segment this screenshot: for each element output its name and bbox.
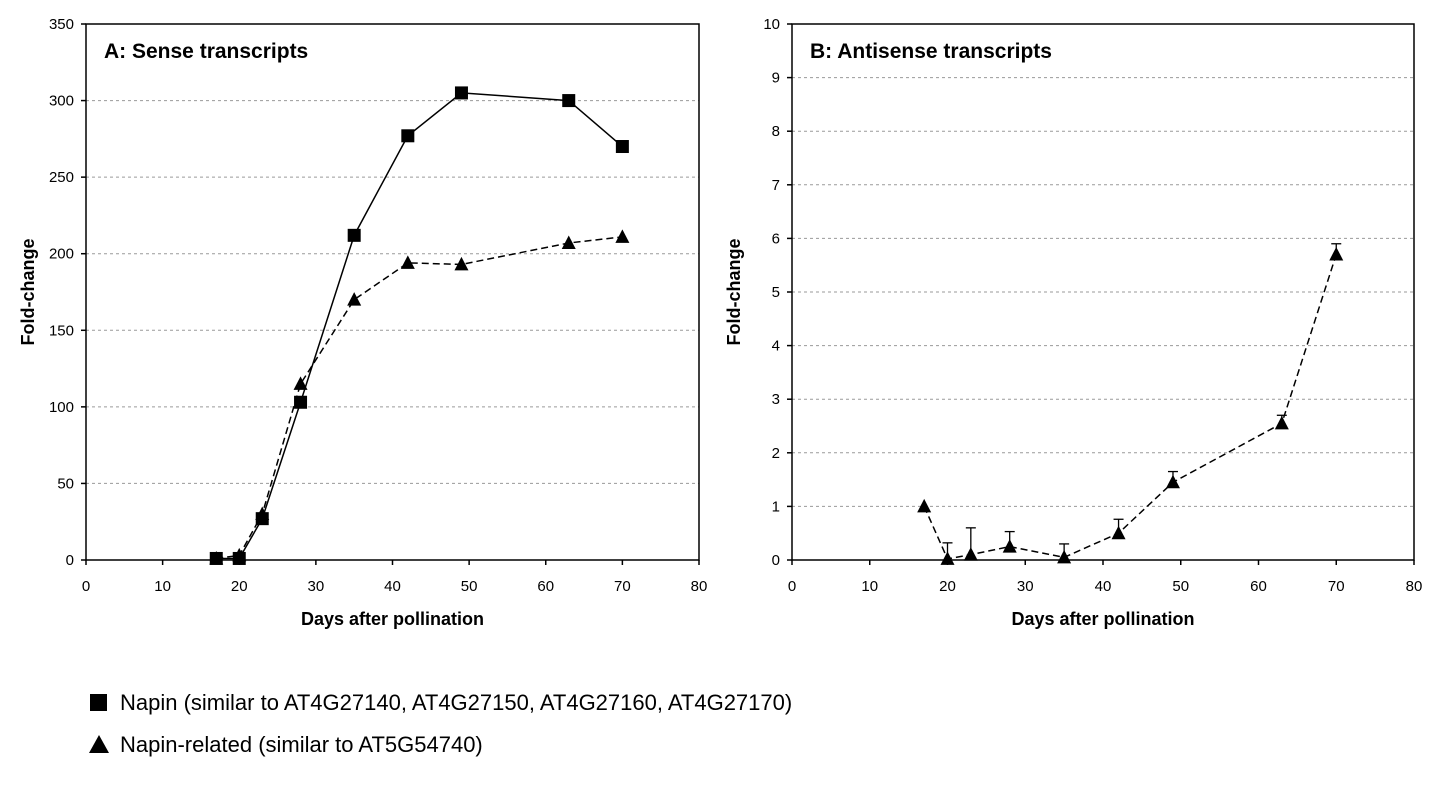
data-point-triangle: [1111, 525, 1126, 540]
data-point-triangle: [1165, 474, 1180, 489]
data-point-triangle: [1329, 246, 1344, 261]
data-point-square: [347, 228, 361, 242]
data-point-triangle: [232, 547, 247, 562]
y-tick-label: 200: [49, 246, 74, 263]
legend-item-napin-related: Napin-related (similar to AT5G54740): [88, 730, 792, 760]
series-triangle: [209, 229, 630, 565]
series-line: [216, 92, 623, 560]
chart-panel-a: 0 50 100 150 200 250 300 350 0 10 20 30 40 50 60 70 80 Da…: [18, 16, 707, 629]
panel-title: A: Sense transcripts: [104, 40, 308, 63]
x-tick-label: 60: [1250, 578, 1267, 595]
x-tick-label: 10: [861, 578, 878, 595]
y-tick-label: 5: [772, 284, 780, 301]
x-tick-label: 60: [537, 578, 554, 595]
legend: Napin (similar to AT4G27140, AT4G27150, …: [88, 688, 792, 760]
x-tick-label: 40: [1095, 578, 1112, 595]
y-tick-label: 50: [57, 475, 74, 492]
data-point-square: [615, 140, 629, 154]
data-point-triangle: [963, 547, 978, 561]
data-point-triangle: [615, 229, 630, 243]
x-tick-label: 20: [939, 578, 956, 595]
data-point-triangle: [561, 235, 576, 249]
data-point-triangle: [347, 292, 362, 306]
data-point-square: [562, 94, 576, 108]
x-tick-label: 0: [788, 578, 796, 595]
y-tick-label: 3: [772, 391, 780, 408]
data-point-triangle: [454, 256, 469, 271]
data-point-square: [294, 395, 308, 409]
y-tick-label: 4: [772, 338, 780, 355]
square-marker-icon: [88, 692, 110, 714]
y-tick-label: 10: [763, 16, 780, 33]
triangle-marker-icon: [88, 734, 110, 756]
series-line: [923, 254, 1337, 560]
panel-title: B: Antisense transcripts: [810, 40, 1052, 63]
series-triangle: [917, 243, 1344, 565]
x-tick-label: 80: [691, 578, 708, 595]
data-point-triangle: [255, 506, 270, 521]
x-tick-label: 70: [614, 578, 631, 595]
y-tick-label: 7: [772, 177, 780, 194]
data-point-triangle: [1002, 539, 1017, 553]
y-tick-label: 6: [772, 230, 780, 247]
chart-panel-b: 0 1 2 3 4 5 6 7 8 9 10 0 10 20 30 40 50 60 70 80 Days after …: [724, 16, 1422, 629]
data-point-square: [454, 86, 468, 100]
x-tick-label: 50: [461, 578, 478, 595]
x-axis-title: Days after pollination: [301, 609, 484, 629]
y-tick-label: 8: [772, 123, 780, 140]
x-tick-label: 10: [154, 578, 171, 595]
legend-item-napin: Napin (similar to AT4G27140, AT4G27150, …: [88, 688, 792, 718]
x-tick-label: 30: [1017, 578, 1034, 595]
data-point-triangle: [293, 376, 308, 390]
x-tick-label: 80: [1406, 578, 1423, 595]
data-point-triangle: [400, 255, 415, 269]
y-tick-label: 250: [49, 169, 74, 186]
y-axis-title: Fold-change: [724, 239, 744, 346]
legend-label-napin: Napin (similar to AT4G27140, AT4G27150, …: [120, 690, 793, 715]
x-tick-label: 30: [308, 578, 325, 595]
data-point-triangle: [940, 551, 955, 565]
x-tick-label: 40: [384, 578, 401, 595]
plot-frame: [85, 23, 700, 561]
series-square: [209, 86, 629, 565]
y-tick-label: 2: [772, 445, 780, 462]
data-point-triangle: [1057, 549, 1072, 564]
x-tick-label: 20: [231, 578, 248, 595]
series-line: [216, 236, 623, 560]
y-tick-label: 350: [49, 16, 74, 33]
x-tick-label: 70: [1328, 578, 1345, 595]
data-point-triangle: [1274, 415, 1289, 430]
y-tick-label: 0: [772, 552, 780, 569]
y-tick-label: 150: [49, 322, 74, 339]
x-tick-label: 0: [82, 578, 90, 595]
y-tick-label: 100: [49, 399, 74, 416]
data-point-square: [401, 129, 415, 143]
y-tick-label: 9: [772, 70, 780, 87]
data-point-triangle: [917, 498, 932, 513]
data-point-triangle: [209, 550, 224, 565]
y-tick-label: 1: [772, 498, 780, 515]
y-tick-label: 300: [49, 93, 74, 110]
x-tick-label: 50: [1172, 578, 1189, 595]
x-axis-title: Days after pollination: [1011, 609, 1194, 629]
y-tick-label: 0: [66, 552, 74, 569]
legend-label-napin-related: Napin-related (similar to AT5G54740): [120, 732, 483, 757]
y-axis-title: Fold-change: [18, 239, 38, 346]
